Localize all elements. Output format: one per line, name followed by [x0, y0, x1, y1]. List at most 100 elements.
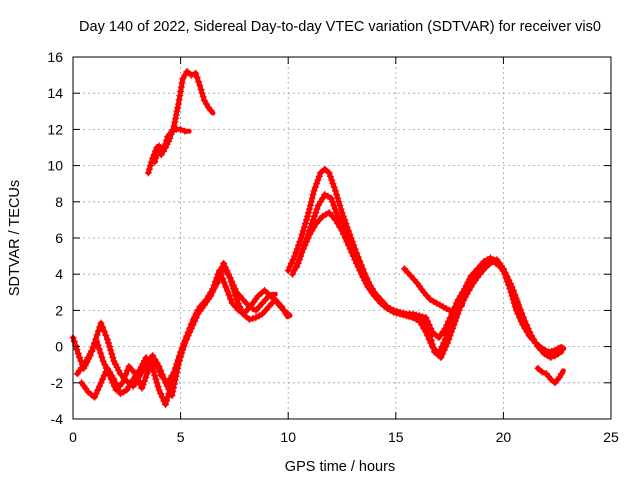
plus-marker [142, 353, 150, 361]
plus-marker [311, 183, 319, 191]
plus-marker [273, 299, 281, 307]
plus-marker [231, 303, 239, 311]
data-points [69, 67, 567, 409]
x-tick-label: 5 [177, 429, 185, 445]
plus-marker [527, 332, 535, 340]
plus-marker [308, 227, 316, 235]
x-tick-label: 25 [603, 429, 619, 445]
plus-marker [298, 248, 306, 256]
plus-marker [503, 272, 511, 280]
plus-marker [89, 344, 97, 352]
plus-marker [170, 372, 178, 380]
plus-marker [200, 96, 208, 104]
series-8 [151, 125, 192, 166]
plus-marker [516, 306, 524, 314]
plus-marker [152, 361, 160, 369]
plus-marker [113, 382, 121, 390]
plus-marker [331, 205, 339, 213]
plus-marker [309, 191, 317, 199]
plus-marker [177, 87, 185, 95]
plus-marker [94, 386, 102, 394]
plus-marker [314, 176, 322, 184]
plus-marker [290, 267, 298, 275]
plus-marker [444, 328, 452, 336]
plus-marker [425, 335, 433, 343]
plus-marker [506, 279, 514, 287]
plus-marker [139, 381, 147, 389]
y-tick-label: 0 [55, 339, 63, 355]
plus-marker [504, 276, 512, 284]
plus-marker [507, 283, 515, 291]
plus-marker [306, 230, 314, 238]
plus-marker [108, 350, 116, 358]
plus-marker [136, 366, 144, 374]
plus-marker [399, 311, 407, 319]
plus-marker [146, 162, 154, 170]
plus-marker [80, 361, 88, 369]
plus-marker [501, 268, 509, 276]
plus-marker [122, 371, 130, 379]
plus-marker [319, 194, 327, 202]
plus-marker [329, 198, 337, 206]
plus-marker [162, 140, 170, 148]
plus-marker [351, 256, 359, 264]
plus-marker [310, 223, 318, 231]
x-tick-label: 0 [69, 429, 77, 445]
plus-marker [422, 328, 430, 336]
y-tick-label: 14 [47, 85, 63, 101]
plus-marker [99, 357, 107, 365]
plus-marker [309, 216, 317, 224]
plus-marker [153, 150, 161, 158]
plus-marker [427, 339, 435, 347]
plus-marker [420, 325, 428, 332]
plus-marker [127, 379, 135, 387]
y-tick-label: 2 [55, 302, 63, 318]
plus-marker [88, 347, 96, 355]
plus-marker [166, 386, 174, 394]
plus-marker [327, 194, 335, 202]
plus-marker [93, 331, 101, 339]
x-axis-label: GPS time / hours [285, 459, 395, 475]
plus-marker [517, 310, 525, 318]
plus-marker [157, 390, 165, 398]
plus-marker [151, 357, 159, 365]
plus-marker [179, 75, 187, 83]
plus-marker [224, 270, 232, 278]
plus-marker [235, 306, 243, 314]
plus-marker [555, 373, 563, 381]
plus-marker [156, 368, 164, 376]
plus-marker [180, 343, 188, 351]
plus-marker [299, 227, 307, 235]
plus-marker [171, 118, 179, 126]
plus-marker [295, 256, 303, 264]
y-tick-label: 10 [47, 158, 63, 174]
plus-marker [184, 332, 192, 340]
plus-marker [125, 363, 133, 371]
plus-marker [474, 268, 482, 276]
plus-marker [328, 212, 336, 220]
plus-marker [178, 346, 186, 354]
plus-marker [520, 317, 528, 325]
plus-marker [95, 345, 103, 353]
plus-marker [107, 346, 115, 354]
plus-marker [277, 303, 285, 311]
plus-marker [213, 277, 221, 285]
plus-marker [128, 366, 136, 374]
plus-marker [428, 343, 436, 351]
plus-marker [265, 303, 273, 311]
plus-marker [106, 368, 114, 376]
plus-marker [239, 296, 247, 304]
plus-marker [336, 201, 344, 209]
plus-marker [167, 382, 175, 390]
plus-marker [169, 375, 177, 383]
plus-marker [301, 220, 309, 228]
plus-marker [181, 127, 189, 135]
plus-marker [223, 267, 231, 275]
plus-marker [174, 100, 182, 108]
plus-marker [306, 201, 314, 209]
plus-marker [312, 209, 320, 217]
y-tick-label: 6 [55, 230, 63, 246]
plus-marker [525, 328, 533, 336]
plus-marker [293, 263, 301, 271]
